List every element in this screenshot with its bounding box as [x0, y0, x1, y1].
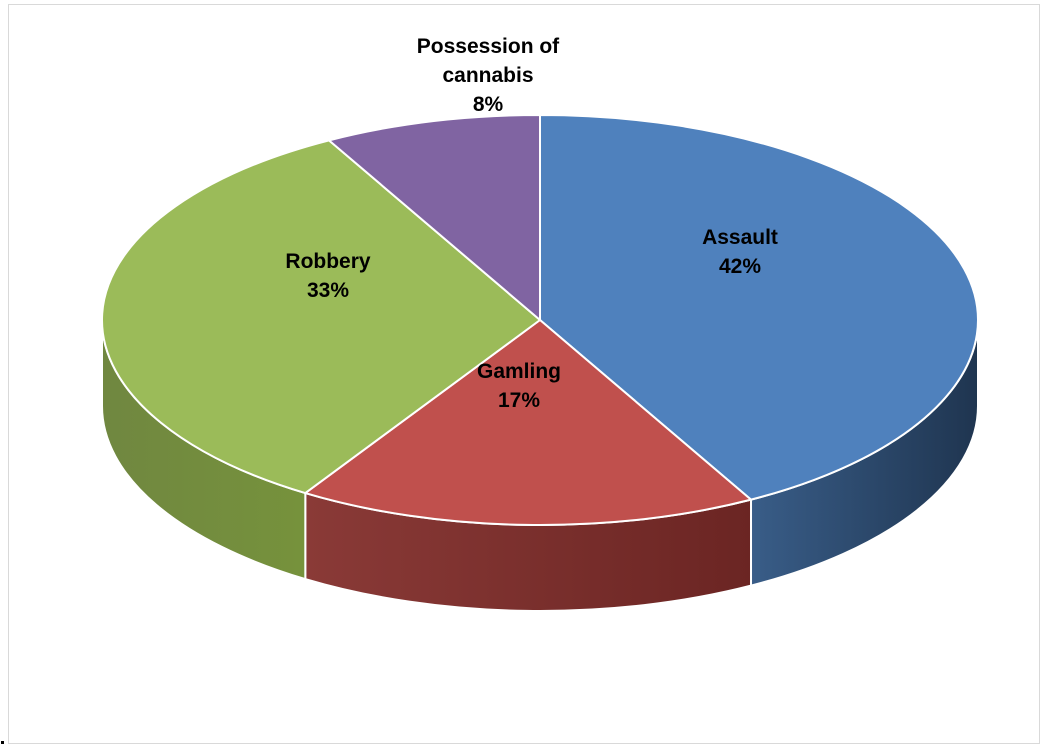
- pie-slice-assault: [539, 114, 979, 501]
- pie-labels: Assault 42% Gamling 17% Robbery 33% Possession…: [285, 35, 778, 412]
- data-label-category: Gamling: [477, 360, 561, 383]
- data-label-robbery: Robbery 33%: [285, 250, 371, 302]
- data-label-category: Possession of: [417, 35, 560, 58]
- pie-sides: [101, 319, 979, 612]
- pie-slice-possession-of-cannabis: [327, 114, 541, 321]
- stray-mark: [1, 741, 4, 744]
- data-label-value: 42%: [719, 255, 761, 278]
- pie-slice-robbery: [101, 139, 541, 495]
- data-label-category: cannabis: [442, 64, 533, 87]
- data-label-gamling: Gamling 17%: [477, 360, 561, 412]
- data-label-assault: Assault 42%: [702, 226, 778, 278]
- pie-slice-gamling: [304, 319, 753, 526]
- pie-slices: [101, 114, 979, 526]
- data-label-category: Assault: [702, 226, 778, 249]
- data-label-value: 8%: [473, 93, 504, 116]
- data-label-value: 33%: [307, 279, 349, 302]
- data-label-category: Robbery: [285, 250, 371, 273]
- data-label-value: 17%: [498, 389, 540, 412]
- data-label-possession-of-cannabis: Possession of cannabis 8%: [417, 35, 560, 116]
